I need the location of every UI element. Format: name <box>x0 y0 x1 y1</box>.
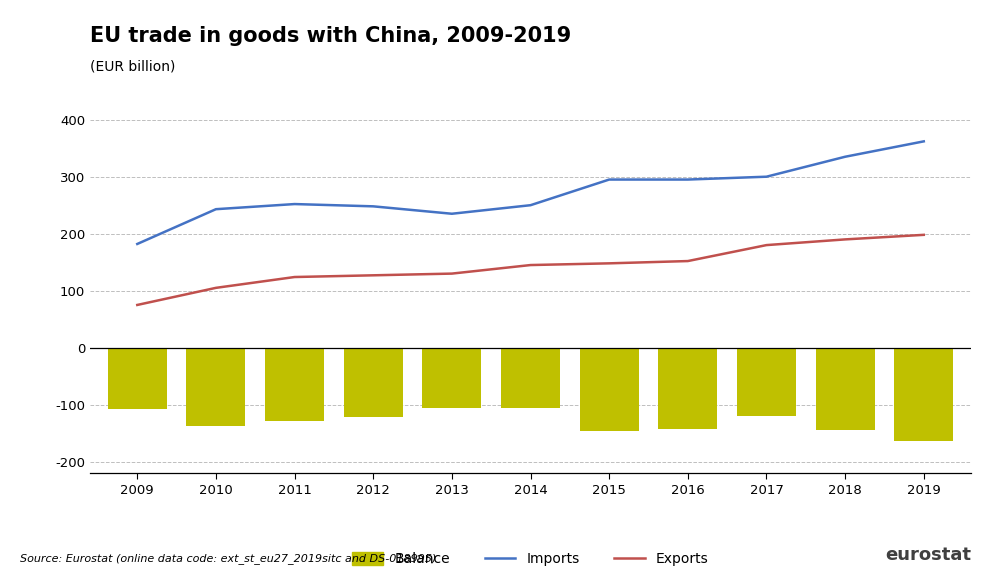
Exports <box>288 274 300 280</box>
Bar <box>265 348 324 421</box>
Imports <box>131 241 143 247</box>
Exports <box>525 262 537 268</box>
Exports <box>839 236 851 243</box>
Imports <box>288 201 300 207</box>
Bar <box>737 348 796 416</box>
Exports <box>131 302 143 308</box>
Bar <box>580 348 639 431</box>
Imports <box>682 176 694 183</box>
Line: Imports: Imports <box>137 141 924 244</box>
Imports <box>210 206 222 213</box>
Text: EU trade in goods with China, 2009-2019: EU trade in goods with China, 2009-2019 <box>90 26 572 46</box>
Imports <box>761 173 773 180</box>
Imports <box>445 210 457 217</box>
Text: Source: Eurostat (online data code: ext_st_eu27_2019sitc and DS-018995): Source: Eurostat (online data code: ext_… <box>20 553 436 564</box>
Exports <box>210 284 222 291</box>
Exports <box>761 242 773 249</box>
Bar <box>502 348 560 408</box>
Imports <box>604 176 616 183</box>
Bar <box>659 348 718 429</box>
Bar <box>108 348 167 409</box>
Text: (EUR billion): (EUR billion) <box>90 60 175 74</box>
Imports <box>525 202 537 209</box>
Bar <box>186 348 245 426</box>
Text: eurostat: eurostat <box>885 546 971 564</box>
Bar <box>422 348 481 408</box>
Exports <box>367 272 379 279</box>
Bar <box>816 348 875 430</box>
Imports <box>839 153 851 160</box>
Bar <box>894 348 953 441</box>
Imports <box>367 203 379 210</box>
Line: Exports: Exports <box>137 235 924 305</box>
Exports <box>604 260 616 267</box>
Exports <box>682 258 694 264</box>
Imports <box>918 138 930 145</box>
Legend: Balance, Imports, Exports: Balance, Imports, Exports <box>347 547 714 570</box>
Exports <box>445 270 457 277</box>
Exports <box>918 231 930 238</box>
Bar <box>343 348 402 417</box>
